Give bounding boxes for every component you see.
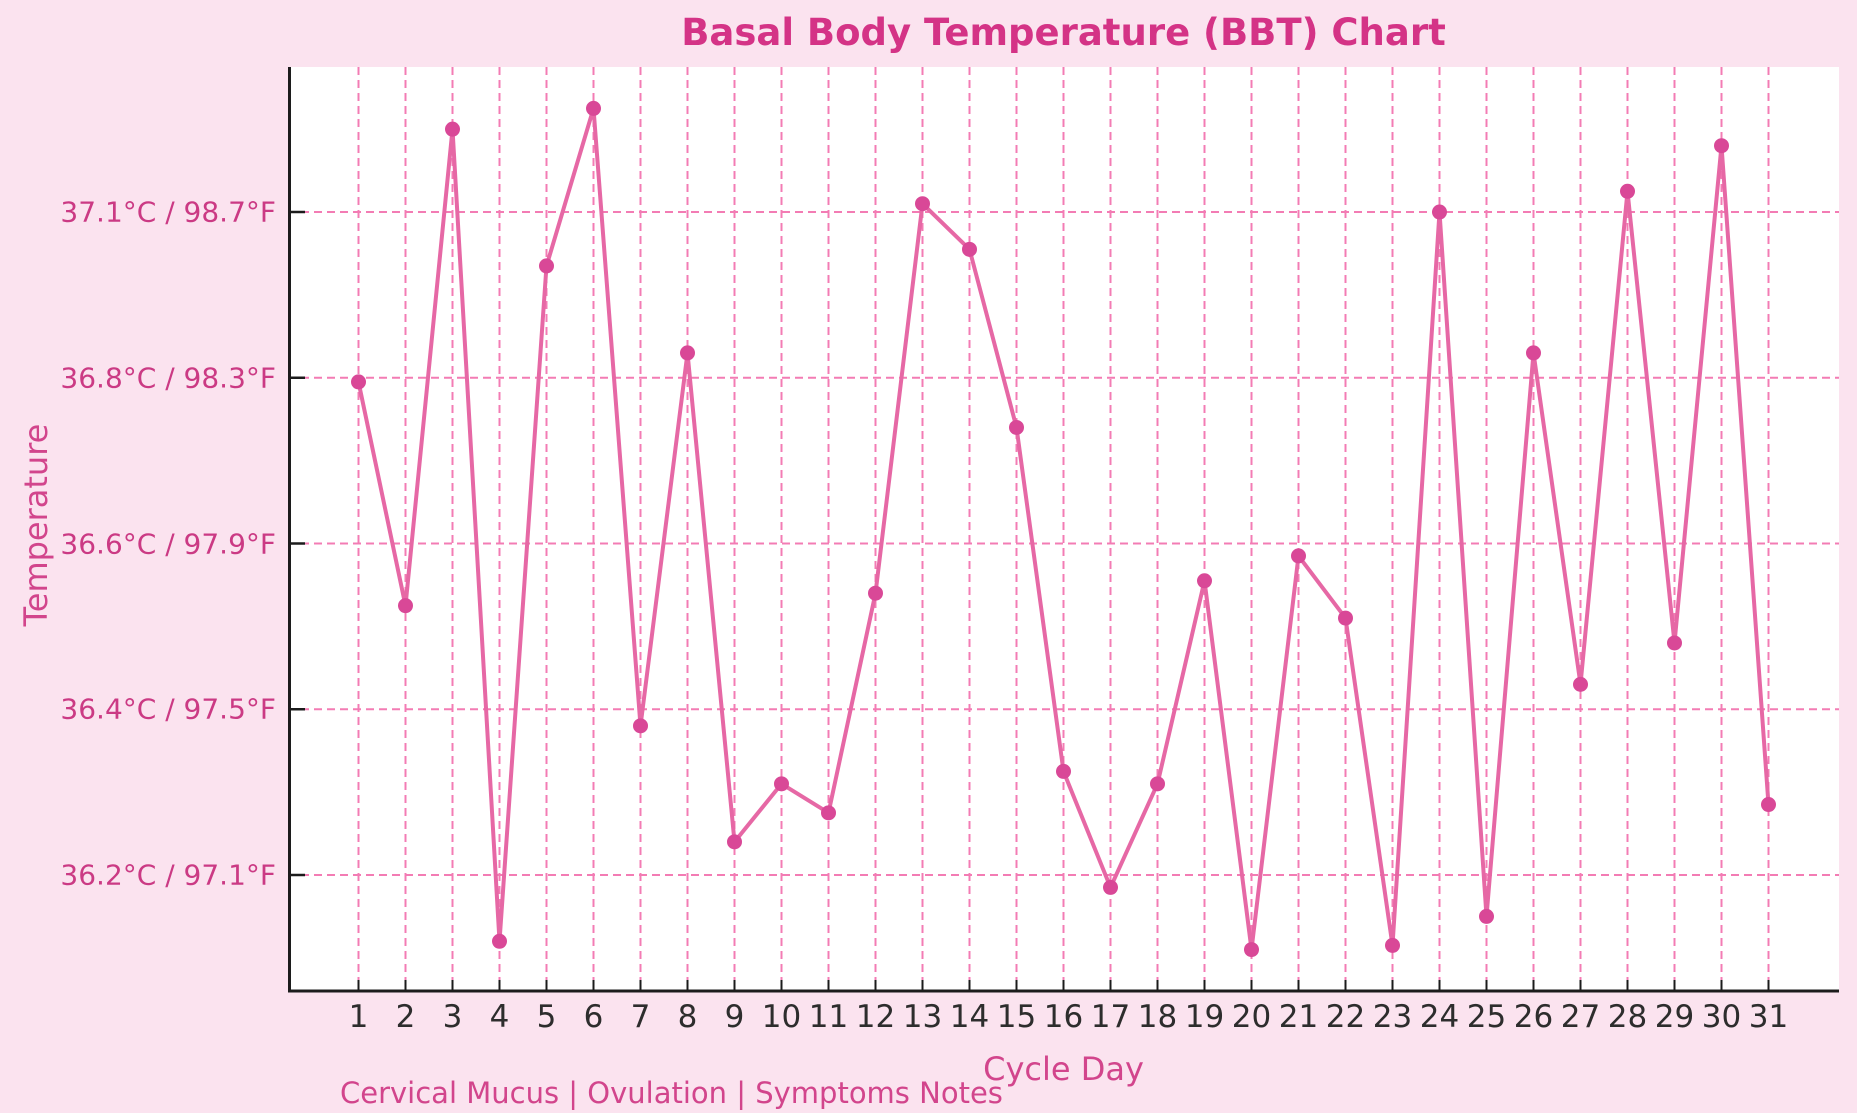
data-point-day-27 xyxy=(1573,676,1588,692)
x-tick-label-day-9: 9 xyxy=(724,999,745,1035)
x-tick-label-day-16: 16 xyxy=(1043,999,1084,1035)
data-point-day-30 xyxy=(1714,138,1729,154)
data-point-day-17 xyxy=(1103,879,1118,895)
data-point-day-1 xyxy=(351,374,366,390)
data-point-day-20 xyxy=(1244,942,1259,958)
x-tick-label-day-7: 7 xyxy=(630,999,651,1035)
data-point-day-4 xyxy=(492,933,507,949)
data-point-day-11 xyxy=(821,805,836,821)
data-point-day-21 xyxy=(1291,548,1306,564)
x-tick-label-day-18: 18 xyxy=(1137,999,1178,1035)
data-point-day-10 xyxy=(774,776,789,792)
x-tick-label-day-23: 23 xyxy=(1372,999,1413,1035)
x-tick-label-day-19: 19 xyxy=(1184,999,1225,1035)
data-point-day-24 xyxy=(1432,204,1447,220)
x-tick-label-day-25: 25 xyxy=(1466,999,1507,1035)
x-tick-label-day-14: 14 xyxy=(949,999,990,1035)
x-tick-label-day-8: 8 xyxy=(677,999,698,1035)
data-point-day-28 xyxy=(1620,183,1635,199)
x-tick-label-day-26: 26 xyxy=(1513,999,1554,1035)
data-point-day-15 xyxy=(1009,419,1024,435)
data-point-day-13 xyxy=(915,196,930,212)
data-point-day-14 xyxy=(962,241,977,257)
data-point-day-25 xyxy=(1479,908,1494,924)
x-tick-label-day-27: 27 xyxy=(1560,999,1601,1035)
x-tick-label-day-29: 29 xyxy=(1654,999,1695,1035)
data-point-day-12 xyxy=(868,585,883,601)
x-tick-label-day-30: 30 xyxy=(1701,999,1742,1035)
y-tick-label-0: 37.1°C / 98.7°F xyxy=(60,195,276,229)
data-point-day-3 xyxy=(445,121,460,137)
y-tick-label-1: 36.8°C / 98.3°F xyxy=(60,361,276,395)
x-tick-label-day-4: 4 xyxy=(489,999,510,1035)
x-tick-label-day-5: 5 xyxy=(536,999,557,1035)
data-point-day-19 xyxy=(1197,573,1212,589)
data-point-day-16 xyxy=(1056,763,1071,779)
x-tick-label-day-1: 1 xyxy=(348,999,369,1035)
data-point-day-2 xyxy=(398,598,413,614)
x-tick-label-day-3: 3 xyxy=(442,999,463,1035)
x-tick-label-day-12: 12 xyxy=(855,999,896,1035)
chart-title: Basal Body Temperature (BBT) Chart xyxy=(681,11,1446,54)
x-tick-label-day-15: 15 xyxy=(996,999,1037,1035)
x-tick-label-day-10: 10 xyxy=(761,999,802,1035)
data-point-day-5 xyxy=(539,258,554,274)
x-tick-label-day-17: 17 xyxy=(1090,999,1131,1035)
x-tick-label-day-24: 24 xyxy=(1419,999,1460,1035)
data-point-day-18 xyxy=(1150,776,1165,792)
x-tick-label-day-21: 21 xyxy=(1278,999,1319,1035)
x-tick-label-day-6: 6 xyxy=(583,999,604,1035)
x-tick-label-day-20: 20 xyxy=(1231,999,1272,1035)
x-tick-label-day-22: 22 xyxy=(1325,999,1366,1035)
y-tick-label-4: 36.2°C / 97.1°F xyxy=(60,858,276,892)
x-tick-label-day-11: 11 xyxy=(808,999,849,1035)
chart-caption: Cervical Mucus | Ovulation | Symptoms No… xyxy=(340,1076,1003,1110)
data-point-day-29 xyxy=(1667,635,1682,651)
x-tick-label-day-2: 2 xyxy=(395,999,416,1035)
data-point-day-6 xyxy=(586,100,601,116)
data-point-day-31 xyxy=(1761,797,1776,813)
y-axis-title: Temperature xyxy=(17,423,55,627)
data-point-day-8 xyxy=(680,345,695,361)
x-tick-label-day-31: 31 xyxy=(1748,999,1789,1035)
y-tick-label-3: 36.4°C / 97.5°F xyxy=(60,692,276,726)
data-point-day-22 xyxy=(1338,610,1353,626)
y-tick-label-2: 36.6°C / 97.9°F xyxy=(60,527,276,560)
data-point-day-23 xyxy=(1385,937,1400,953)
data-point-day-9 xyxy=(727,834,742,850)
data-point-day-7 xyxy=(633,718,648,734)
x-tick-label-day-13: 13 xyxy=(902,999,943,1035)
data-point-day-26 xyxy=(1526,345,1541,361)
x-tick-label-day-28: 28 xyxy=(1607,999,1648,1035)
x-axis-title: Cycle Day xyxy=(983,1050,1144,1088)
